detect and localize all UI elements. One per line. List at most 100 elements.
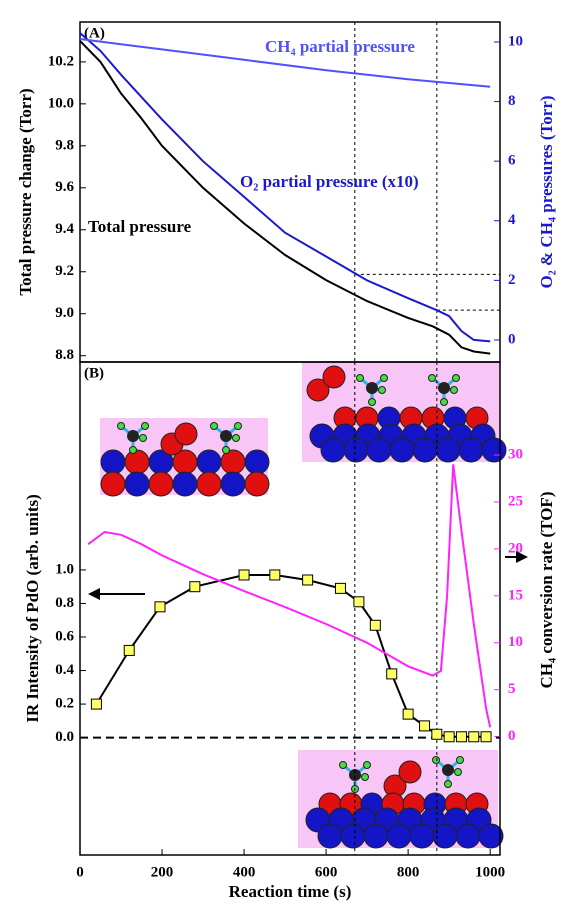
atom (320, 437, 346, 463)
atom (428, 374, 436, 382)
atom (435, 437, 461, 463)
atom (412, 437, 438, 463)
data-point (455, 731, 467, 743)
atom (196, 471, 222, 497)
data-point (443, 731, 455, 743)
data-point (334, 582, 346, 594)
y-tick-label: 10.2 (48, 53, 74, 69)
atom (349, 769, 361, 781)
atom (450, 386, 458, 394)
y-tick-label: 0.6 (55, 628, 74, 644)
data-point (269, 569, 281, 581)
y2-tick-label: 10 (508, 33, 523, 49)
series-label: CH₄ partial pressure (265, 37, 415, 56)
atom (481, 437, 507, 463)
atom (438, 382, 450, 394)
atom (456, 756, 464, 764)
atom (386, 823, 412, 849)
x-tick-label: 200 (151, 864, 174, 880)
data-point (302, 574, 314, 586)
y-axis-title: Total pressure change (Torr) (16, 88, 35, 295)
y2-axis-title: O₂ & CH₄ pressures (Torr) (537, 95, 556, 288)
atom (363, 823, 389, 849)
atom (455, 823, 481, 849)
y2-tick-label: 0 (508, 728, 516, 744)
x-tick-label: 400 (233, 864, 256, 880)
data-point (468, 731, 480, 743)
data-point (369, 619, 381, 631)
y2-tick-label: 15 (508, 587, 523, 603)
atom (442, 764, 454, 776)
y2-tick-label: 0 (508, 331, 516, 347)
data-point (189, 581, 201, 593)
data-point (386, 668, 398, 680)
atom (148, 471, 174, 497)
atom (389, 437, 415, 463)
atom (458, 437, 484, 463)
atom (432, 756, 440, 764)
series-line (79, 32, 491, 343)
atom (343, 437, 369, 463)
atom (139, 434, 147, 442)
series-line (79, 40, 491, 355)
atom (368, 398, 376, 406)
atom (174, 422, 198, 446)
atom (340, 823, 366, 849)
atom (366, 382, 378, 394)
atom (444, 780, 452, 788)
atom (363, 761, 371, 769)
atom (244, 449, 270, 475)
x-tick-label: 0 (76, 864, 84, 880)
y2-tick-label: 20 (508, 540, 523, 556)
x-tick-label: 800 (397, 864, 420, 880)
series-label: O₂ partial pressure (x10) (240, 172, 419, 191)
atom (196, 449, 222, 475)
x-axis-title: Reaction time (s) (229, 882, 352, 901)
arrowhead (516, 551, 528, 563)
data-point (402, 708, 414, 720)
atom (452, 374, 460, 382)
data-point (90, 698, 102, 710)
atom (440, 398, 448, 406)
panel-label: (B) (84, 365, 104, 381)
y-tick-label: 9.0 (55, 305, 74, 321)
atom (222, 446, 230, 454)
plot-frame (79, 361, 501, 856)
y2-tick-label: 25 (508, 493, 523, 509)
y-tick-label: 0.0 (55, 729, 74, 745)
y-tick-label: 1.0 (55, 561, 74, 577)
atom (141, 422, 149, 430)
y-tick-label: 0.4 (55, 662, 74, 678)
y-axis-title: IR Intensity of PdO (arb. units) (23, 494, 42, 723)
data-point (123, 644, 135, 656)
series-line (79, 38, 491, 88)
atom (220, 430, 232, 442)
atom (356, 374, 364, 382)
y2-tick-label: 2 (508, 272, 516, 288)
atom (339, 761, 347, 769)
y-tick-label: 10.0 (48, 95, 74, 111)
atom (322, 365, 346, 389)
atom (117, 422, 125, 430)
y2-tick-label: 30 (508, 446, 523, 462)
atom (366, 437, 392, 463)
y-tick-label: 9.6 (55, 179, 74, 195)
atom (306, 378, 330, 402)
atom (124, 471, 150, 497)
y2-axis-title: CH₄ conversion rate (TOF) (537, 492, 556, 689)
atom (172, 471, 198, 497)
data-point (480, 731, 492, 743)
y-tick-label: 9.2 (55, 263, 74, 279)
x-tick-label: 600 (315, 864, 338, 880)
atom (361, 773, 369, 781)
y-tick-label: 0.8 (55, 595, 74, 611)
y-tick-label: 9.8 (55, 137, 74, 153)
data-point (238, 569, 250, 581)
data-point (431, 728, 443, 740)
data-point (419, 720, 431, 732)
data-point (353, 596, 365, 608)
data-point (154, 601, 166, 613)
x-tick-label: 1000 (475, 864, 505, 880)
y2-tick-label: 6 (508, 153, 516, 169)
atom (317, 823, 343, 849)
